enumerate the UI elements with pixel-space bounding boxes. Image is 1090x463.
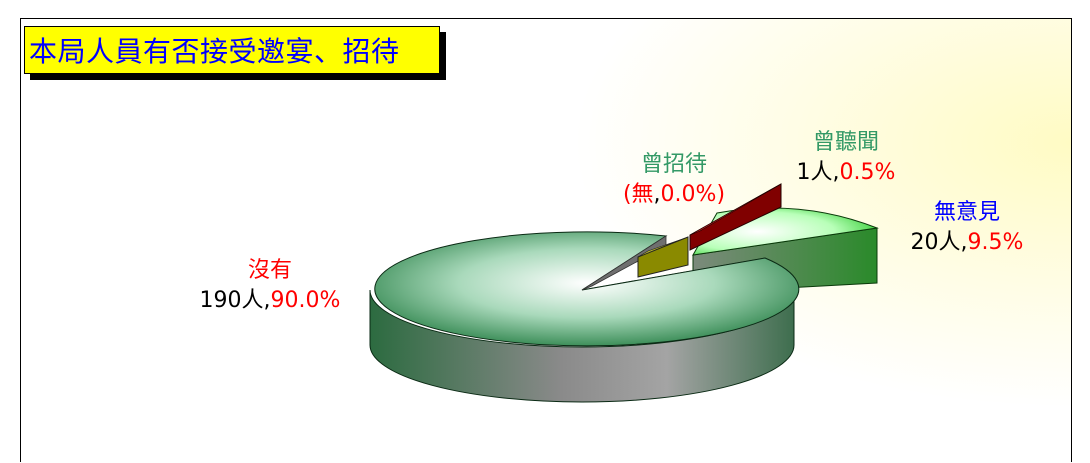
label-hosted-percent: 0.0%)	[660, 182, 726, 207]
label-heard-sep: ,	[832, 160, 840, 185]
label-no-opinion-name: 無意見	[933, 200, 1000, 225]
pie-slice-hosted	[637, 236, 689, 278]
label-no-opinion-sep: ,	[960, 230, 968, 255]
label-hosted-sep: ,	[653, 182, 661, 207]
chart-title: 本局人員有否接受邀宴、招待	[24, 26, 440, 74]
label-none: 沒有 190人,90.0%	[184, 256, 356, 316]
label-none-name: 沒有	[247, 258, 292, 283]
label-none-sep: ,	[263, 288, 271, 313]
pie-slice-none-top	[374, 231, 800, 347]
label-hosted: 曾招待 (無,0.0%)	[598, 150, 750, 210]
label-heard: 曾聽聞 1人,0.5%	[776, 128, 916, 188]
label-heard-percent: 0.5%	[839, 160, 896, 185]
label-none-percent: 90.0%	[270, 288, 341, 313]
label-no-opinion-count: 20人	[910, 230, 961, 255]
label-no-opinion-percent: 9.5%	[967, 230, 1024, 255]
label-no-opinion: 無意見 20人,9.5%	[892, 198, 1042, 258]
label-hosted-name: 曾招待	[640, 152, 707, 177]
label-heard-name: 曾聽聞	[812, 130, 879, 155]
pie-slice-none	[369, 231, 800, 403]
label-hosted-count: (無	[622, 182, 654, 207]
label-heard-count: 1人	[796, 160, 833, 185]
label-none-count: 190人	[199, 288, 264, 313]
pie-slice-none-side	[369, 289, 795, 403]
pie-slice-heard	[689, 183, 782, 251]
